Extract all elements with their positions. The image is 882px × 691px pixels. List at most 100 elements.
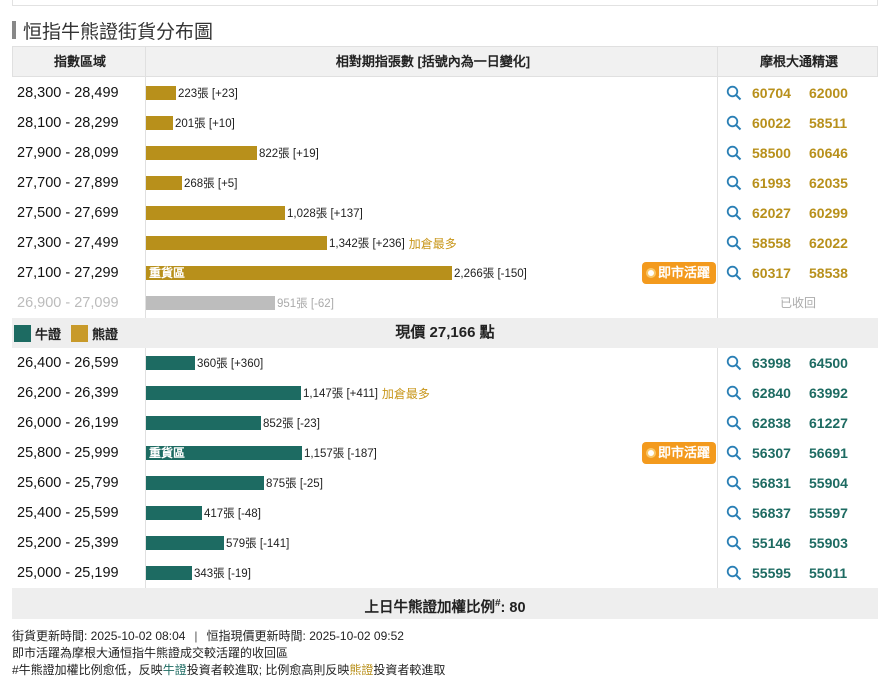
warrant-code-link[interactable]: 58500 xyxy=(752,145,791,161)
column-divider xyxy=(717,46,718,588)
current-price-row: 牛證 熊證 現價 27,166 點 xyxy=(12,318,878,348)
search-icon[interactable] xyxy=(726,408,744,438)
bull-bar xyxy=(146,506,202,520)
warrant-code-link[interactable]: 62027 xyxy=(752,205,791,221)
most-added-note: 加倉最多 xyxy=(381,386,430,401)
picks-cell: 62840 63992 xyxy=(718,378,878,408)
search-icon[interactable] xyxy=(726,348,744,378)
bar-cell: 201張 [+10] xyxy=(146,108,235,138)
section-title: 恒指牛熊證街貨分布圖 xyxy=(12,18,214,43)
warrant-code-link[interactable]: 55903 xyxy=(809,535,848,551)
warrant-code-link[interactable]: 60299 xyxy=(809,205,848,221)
search-icon[interactable] xyxy=(726,498,744,528)
warrant-code-link[interactable]: 61993 xyxy=(752,175,791,191)
warrant-code-link[interactable]: 55011 xyxy=(809,565,848,581)
price-time: 恒指現價更新時間: 2025-10-02 09:52 xyxy=(206,629,404,643)
search-icon[interactable] xyxy=(726,78,744,108)
bar-cell: 579張 [-141] xyxy=(146,528,289,558)
header-change: 相對期指張數 [括號內為一日變化] xyxy=(335,54,531,69)
hot-active-button[interactable]: 即市活躍 xyxy=(642,442,716,464)
range-label: 27,100 - 27,299 xyxy=(17,265,119,281)
warrant-code-link[interactable]: 63998 xyxy=(752,355,791,371)
warrant-code-link[interactable]: 62840 xyxy=(752,385,791,401)
hot-dot-icon xyxy=(646,448,656,458)
warrant-code-link[interactable]: 60704 xyxy=(752,85,791,101)
bull-swatch xyxy=(14,324,31,342)
warrant-code-link[interactable]: 56691 xyxy=(809,445,848,461)
bar-value-label: 223張 [+23] xyxy=(178,88,238,100)
search-icon[interactable] xyxy=(726,528,744,558)
range-label: 25,800 - 25,999 xyxy=(17,445,119,461)
warrant-code-link[interactable]: 60317 xyxy=(752,265,791,281)
warrant-code-link[interactable]: 62035 xyxy=(809,175,848,191)
warrant-code-link[interactable]: 60022 xyxy=(752,115,791,131)
bar-value-label: 579張 [-141] xyxy=(226,538,290,550)
picks-cell: 62838 61227 xyxy=(718,408,878,438)
warrant-code-link[interactable]: 58558 xyxy=(752,235,791,251)
bar-cell: 852張 [-23] xyxy=(146,408,320,438)
table-row: 26,900 - 27,099 951張 [-62] 已收回 xyxy=(12,288,878,318)
table-row: 27,300 - 27,499 1,342張 [+236] 加倉最多 58558 620… xyxy=(12,228,878,258)
bull-bar xyxy=(146,416,261,430)
search-icon[interactable] xyxy=(726,258,744,288)
bar-value-label: 2,266張 [-150] xyxy=(454,268,527,280)
bar-value-label: 1,147張 [+411] xyxy=(303,388,378,400)
search-icon[interactable] xyxy=(726,468,744,498)
ratio-note: #牛熊證加權比例愈低，反映牛證投資者較進取; 比例愈高則反映熊證投資者較進取 xyxy=(12,662,445,679)
warrant-code-link[interactable]: 55595 xyxy=(752,565,791,581)
ratio-note-bear: 熊證 xyxy=(349,663,374,677)
search-icon[interactable] xyxy=(726,438,744,468)
hot-active-button[interactable]: 即市活躍 xyxy=(642,262,716,284)
warrant-code-link[interactable]: 55904 xyxy=(809,475,848,491)
warrant-code-link[interactable]: 55146 xyxy=(752,535,791,551)
bear-bar xyxy=(146,236,327,250)
search-icon[interactable] xyxy=(726,228,744,258)
table-row: 25,800 - 25,999 重貨區 1,157張 [-187] 即市活躍 56307… xyxy=(12,438,878,468)
warrant-code-link[interactable]: 64500 xyxy=(809,355,848,371)
range-label: 26,000 - 26,199 xyxy=(17,415,119,431)
range-label: 26,900 - 27,099 xyxy=(17,295,119,311)
bar-value-label: 852張 [-23] xyxy=(263,418,320,430)
bull-bar: 重貨區 xyxy=(146,446,302,460)
hot-label: 即市活躍 xyxy=(658,445,711,460)
search-icon[interactable] xyxy=(726,378,744,408)
divider: | xyxy=(194,629,198,643)
bull-bar xyxy=(146,356,195,370)
picks-cell: 60022 58511 xyxy=(718,108,878,138)
warrant-code-link[interactable]: 63992 xyxy=(809,385,848,401)
warrant-code-link[interactable]: 56307 xyxy=(752,445,791,461)
table-row: 27,900 - 28,099 822張 [+19] 58500 60646 xyxy=(12,138,878,168)
picks-cell: 63998 64500 xyxy=(718,348,878,378)
hot-note: 即市活躍為摩根大通恒指牛熊證成交較活躍的收回區 xyxy=(12,646,289,660)
update-time: 街貨更新時間: 2025-10-02 08:04 xyxy=(12,629,186,643)
bar-cell: 1,342張 [+236] 加倉最多 xyxy=(146,228,457,258)
bull-bar xyxy=(146,386,301,400)
ratio-note-mid: 投資者較進取; 比例愈高則反映 xyxy=(186,663,350,677)
ratio-note-suffix: 投資者較進取 xyxy=(373,663,446,677)
warrant-code-link[interactable]: 62838 xyxy=(752,415,791,431)
search-icon[interactable] xyxy=(726,558,744,588)
recalled-bar xyxy=(146,296,275,310)
warrant-code-link[interactable]: 56837 xyxy=(752,505,791,521)
bar-cell: 268張 [+5] xyxy=(146,168,237,198)
warrant-code-link[interactable]: 60646 xyxy=(809,145,848,161)
warrant-code-link[interactable]: 58538 xyxy=(809,265,848,281)
bar-cell: 417張 [-48] xyxy=(146,498,261,528)
warrant-code-link[interactable]: 62022 xyxy=(809,235,848,251)
search-icon[interactable] xyxy=(726,168,744,198)
bar-cell: 360張 [+360] xyxy=(146,348,263,378)
search-icon[interactable] xyxy=(726,108,744,138)
page-title: 恒指牛熊證街貨分布圖 xyxy=(23,21,214,43)
warrant-code-link[interactable]: 56831 xyxy=(752,475,791,491)
bear-bar xyxy=(146,86,176,100)
search-icon[interactable] xyxy=(726,138,744,168)
warrant-code-link[interactable]: 55597 xyxy=(809,505,848,521)
legend: 牛證 熊證 xyxy=(14,318,118,348)
search-icon[interactable] xyxy=(726,198,744,228)
warrant-code-link[interactable]: 58511 xyxy=(809,115,848,131)
warrant-code-link[interactable]: 61227 xyxy=(809,415,848,431)
ratio-label: 上日牛熊證加權比例 xyxy=(364,599,495,616)
table-row: 28,300 - 28,499 223張 [+23] 60704 62000 xyxy=(12,78,878,108)
bull-bar xyxy=(146,476,264,490)
warrant-code-link[interactable]: 62000 xyxy=(809,85,848,101)
